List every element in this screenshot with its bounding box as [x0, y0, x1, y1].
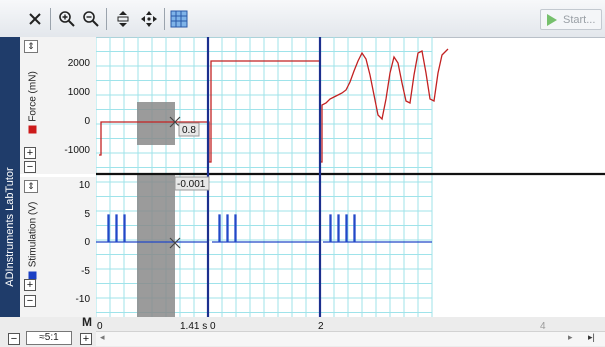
x-tick-label: 2 [318, 321, 324, 332]
start-button[interactable]: Start... [540, 9, 602, 30]
brand-strip: ADInstruments LabTutor [0, 37, 20, 347]
x-tick-label: 0 [97, 321, 103, 332]
toolbar-separator [164, 8, 165, 30]
horizontal-scrollbar[interactable]: ◂ ▸ ▸| [96, 331, 605, 346]
zoom-level[interactable]: ≈5:1 [26, 331, 72, 345]
force-readout: 0.8 [182, 125, 196, 136]
y-tick-label: 5 [84, 209, 90, 220]
y-tick-label: -1000 [64, 145, 90, 156]
zoom-out-icon[interactable] [80, 8, 102, 30]
scroll-left-icon[interactable]: ◂ [100, 332, 105, 342]
toolbar-separator [106, 8, 107, 30]
stim-trace [96, 214, 432, 243]
y-tick-label: 10 [78, 180, 90, 191]
force-scale-decrease-button[interactable]: − [24, 161, 36, 173]
toolbar: Start... [0, 0, 605, 38]
force-readout-box [178, 122, 200, 137]
stim-cursor-marker[interactable] [169, 237, 181, 249]
play-icon [547, 13, 557, 26]
force-selection-region[interactable] [137, 102, 175, 145]
scroll-right-icon[interactable]: ▸ [568, 332, 573, 342]
y-tick-label: 0 [84, 237, 90, 248]
close-icon[interactable] [24, 8, 46, 30]
pan-icon[interactable] [138, 8, 160, 30]
force-scale-toggle-icon[interactable]: ⇕ [24, 40, 38, 53]
force-cursor-marker[interactable] [169, 116, 181, 128]
y-tick-label: -10 [75, 294, 90, 305]
y-tick-label: -5 [81, 266, 90, 277]
stim-scale-increase-button[interactable]: + [24, 279, 36, 291]
brand-label: ADInstruments LabTutor [4, 167, 16, 287]
grid-select-icon[interactable] [168, 8, 190, 30]
stim-readout: -0.001 [177, 179, 206, 190]
force-axis-panel: ⇕ Force (mN) 2000 1000 0 -1000 + − [20, 37, 96, 174]
time-zoom-out-button[interactable]: − [8, 333, 20, 345]
stim-readout-box [174, 176, 210, 191]
stim-scale-decrease-button[interactable]: − [24, 295, 36, 307]
y-tick-label: 1000 [67, 87, 90, 98]
stim-scale-toggle-icon[interactable]: ⇕ [24, 180, 38, 193]
y-tick-label: 0 [84, 116, 90, 127]
force-channel-label: Force (mN) [28, 48, 39, 158]
scroll-end-icon[interactable]: ▸| [588, 332, 595, 342]
stim-axis-panel: ⇕ Stimulation (V) 10 5 0 -5 -10 + − [20, 177, 96, 317]
time-zoom-in-button[interactable]: + [80, 333, 92, 345]
force-scale-increase-button[interactable]: + [24, 147, 36, 159]
zoom-in-icon[interactable] [56, 8, 78, 30]
y-tick-label: 2000 [67, 58, 90, 69]
marker-label[interactable]: M [82, 315, 92, 329]
chart-view[interactable]: 0.8 -0.001 [96, 37, 605, 317]
start-button-label: Start... [563, 13, 596, 26]
force-color-swatch [28, 125, 37, 134]
stim-selection-region[interactable] [137, 175, 175, 317]
x-tick-label: 1.41 s 0 [180, 321, 216, 332]
vertical-autoscale-icon[interactable] [112, 8, 134, 30]
toolbar-separator [50, 8, 51, 30]
x-tick-label: 4 [540, 321, 546, 332]
